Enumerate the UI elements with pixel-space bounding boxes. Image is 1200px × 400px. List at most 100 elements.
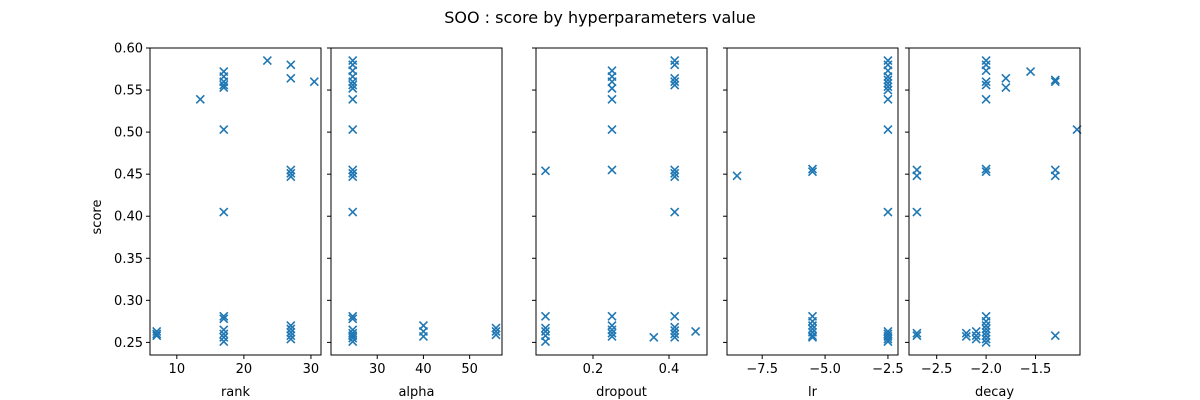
x-tick-label: −2.0: [970, 362, 1002, 377]
data-point: [219, 82, 229, 93]
data-point: [807, 332, 818, 342]
y-tick-label: 0.25: [114, 336, 143, 351]
data-point: [971, 334, 981, 344]
data-point: [961, 328, 971, 338]
data-point: [219, 325, 229, 335]
data-point: [981, 337, 991, 347]
x-tick-label: 0.4: [659, 362, 680, 377]
data-point: [883, 56, 893, 66]
data-point: [491, 330, 501, 340]
data-point: [607, 331, 617, 342]
data-point: [807, 324, 818, 334]
x-tick-label: 50: [461, 362, 478, 377]
data-point: [1050, 77, 1060, 87]
data-point: [1050, 171, 1060, 181]
data-point: [981, 334, 991, 344]
data-point: [286, 165, 296, 175]
data-point: [348, 56, 358, 66]
data-point: [286, 60, 296, 70]
data-point: [286, 327, 296, 337]
data-point: [195, 94, 205, 104]
data-point: [348, 314, 358, 324]
subplot-panels: 0.25 0.30 0.35 0.40 0.45 0.50 0.55 0.60 10 20 30 ra…: [114, 42, 1082, 400]
data-point: [286, 320, 296, 331]
x-axis-label: rank: [221, 385, 251, 400]
data-point: [219, 329, 229, 339]
plot-frame: [726, 47, 899, 356]
data-point: [219, 80, 229, 90]
x-tick-label: −2.5: [872, 362, 904, 377]
data-point: [1026, 66, 1036, 77]
data-point: [670, 77, 680, 87]
data-point: [348, 207, 358, 217]
y-tick-label: 0.50: [114, 126, 143, 141]
x-tick-label: 10: [169, 362, 186, 377]
data-point: [883, 94, 893, 104]
subplot-lr: −7.5 −5.0 −2.5 lr: [723, 47, 904, 400]
data-point: [670, 207, 680, 217]
data-point: [286, 73, 296, 83]
data-point: [607, 125, 617, 135]
data-point: [348, 83, 358, 93]
x-tick-label: 0.2: [583, 362, 604, 377]
data-point: [348, 172, 358, 182]
x-tick-label: −7.5: [746, 362, 778, 377]
data-point: [286, 172, 296, 182]
data-point: [883, 336, 893, 347]
data-point: [807, 316, 818, 326]
data-point: [540, 166, 551, 176]
data-point: [219, 207, 229, 217]
data-point: [670, 311, 680, 321]
subplot-alpha: 30 40 50 alpha: [327, 47, 503, 400]
data-point: [981, 331, 991, 341]
data-point: [607, 328, 617, 338]
data-point: [981, 164, 991, 174]
data-point: [348, 336, 358, 347]
data-point: [883, 75, 893, 85]
data-point: [607, 83, 617, 93]
y-axis-label: score: [90, 200, 105, 235]
subplot-decay: −2.5 −2.0 −1.5 decay: [905, 47, 1082, 400]
x-tick-label: −5.0: [809, 362, 841, 377]
subplot-rank: 0.25 0.30 0.35 0.40 0.45 0.50 0.55 0.60 10 20 30 ra…: [114, 42, 322, 400]
data-point: [348, 311, 358, 321]
data-point: [491, 323, 501, 333]
data-point: [971, 326, 981, 337]
data-point: [670, 172, 680, 182]
data-point: [912, 331, 922, 341]
data-point: [670, 326, 680, 336]
data-point: [262, 56, 272, 66]
data-point: [807, 167, 818, 177]
data-point: [607, 94, 617, 104]
data-point: [1050, 75, 1060, 85]
data-point: [491, 326, 501, 337]
data-point: [883, 125, 893, 135]
data-point: [981, 320, 991, 331]
plot-frame: [535, 47, 708, 356]
x-tick-label: −1.5: [1020, 362, 1052, 377]
data-point: [883, 85, 893, 95]
data-point: [1001, 73, 1011, 83]
data-point: [219, 314, 229, 324]
data-point: [981, 77, 991, 87]
data-point: [540, 311, 551, 321]
data-point: [418, 331, 428, 342]
x-axis-label: alpha: [398, 385, 434, 400]
data-point: [670, 168, 680, 178]
data-point: [286, 334, 296, 344]
data-point: [348, 94, 358, 104]
data-point: [883, 82, 893, 92]
data-point: [883, 78, 893, 88]
data-point: [912, 328, 922, 338]
data-point: [732, 171, 742, 181]
data-point: [981, 56, 991, 66]
figure-title: SOO : score by hyperparameters value: [444, 8, 755, 27]
data-point: [219, 336, 229, 347]
data-point: [152, 331, 162, 341]
y-tick-label: 0.60: [114, 42, 143, 57]
data-point: [981, 94, 991, 104]
x-tick-label: 30: [369, 362, 386, 377]
data-point: [981, 316, 991, 326]
data-point: [981, 80, 991, 90]
